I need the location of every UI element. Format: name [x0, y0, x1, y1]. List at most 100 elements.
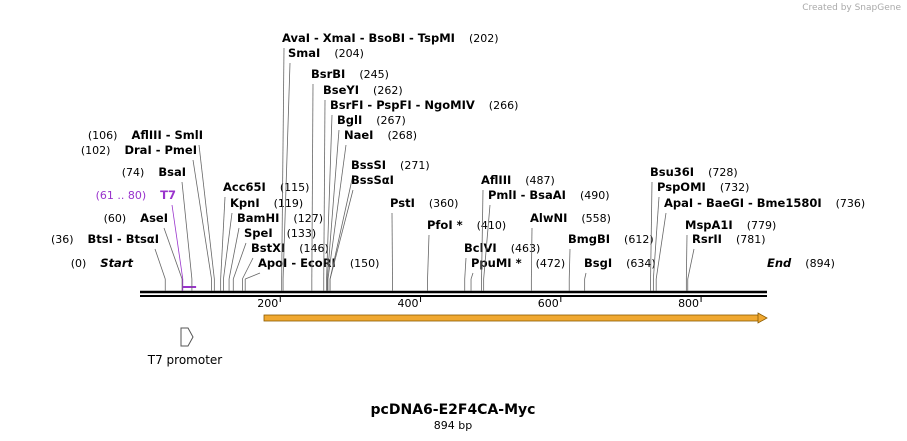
site-name: BsgI: [584, 256, 612, 270]
site-position: (266): [489, 99, 519, 112]
site-line: [427, 234, 430, 280]
site-position: (262): [373, 84, 403, 97]
site-name: PspOMI: [657, 180, 706, 194]
site-position: (612): [624, 233, 654, 246]
site-line: [232, 242, 247, 280]
site-position: (894): [805, 257, 835, 270]
ruler-label: 800: [678, 297, 699, 310]
site-name: BclVI: [464, 241, 497, 255]
site-name: SpeI: [244, 226, 273, 240]
site-name: Acc65I: [223, 180, 266, 194]
site-line: [483, 204, 491, 280]
site-line: [685, 234, 688, 280]
site-position: (410): [477, 219, 507, 232]
site-line: [192, 159, 212, 280]
site-name: BsaI: [158, 165, 186, 179]
site-line: [154, 248, 166, 280]
site-line: [282, 62, 291, 280]
site-name: BglI: [337, 113, 362, 127]
site-position: (732): [720, 181, 750, 194]
site-line: [687, 248, 695, 280]
site-name: ApaI - BaeGI - Bme1580I: [664, 196, 822, 210]
site-position: (150): [350, 257, 380, 270]
site-position: (487): [525, 174, 555, 187]
site-line: [223, 212, 233, 280]
site-position: (360): [429, 197, 459, 210]
site-line: [171, 204, 184, 280]
site-name: RsrII: [692, 232, 722, 246]
site-name: BtsI - BtsαI: [88, 232, 159, 246]
site-position: (61 .. 80): [96, 189, 147, 202]
site-position: (115): [280, 181, 310, 194]
map-title: pcDNA6-E2F4CA-Myc: [371, 402, 536, 418]
site-name: BssSαI: [351, 173, 394, 187]
site-line: [329, 174, 354, 280]
ruler-label: 600: [538, 297, 559, 310]
site-name: AlwNI: [530, 211, 567, 225]
site-position: (558): [581, 212, 611, 225]
site-line: [323, 99, 326, 280]
feature-label: T7 promoter: [147, 353, 223, 367]
site-line: [652, 196, 660, 280]
credit: Created by SnapGene: [802, 3, 901, 13]
site-name: BstXI: [251, 241, 285, 255]
site-line: [311, 83, 314, 280]
site-position: (271): [400, 159, 430, 172]
site-position: (267): [376, 114, 406, 127]
site-name: BssSI: [351, 158, 386, 172]
site-line: [530, 227, 533, 280]
site-position: (634): [626, 257, 656, 270]
site-name: KpnI: [230, 196, 260, 210]
site-name: T7: [160, 188, 176, 202]
site-position: (736): [836, 197, 866, 210]
site-line: [181, 181, 193, 280]
site-name: ApoI - EcoRI: [258, 256, 336, 270]
site-line: [329, 189, 354, 280]
site-position: (204): [334, 47, 364, 60]
site-name: AflIII: [481, 173, 511, 187]
site-line: [655, 212, 667, 280]
site-line: [326, 114, 333, 280]
site-name: BsrFI - PspFI - NgoMIV: [330, 98, 475, 112]
site-name: PstI: [390, 196, 415, 210]
site-line: [464, 257, 467, 280]
site-position: (36): [51, 233, 74, 246]
site-name: BseYI: [323, 83, 359, 97]
site-name: AflIII - SmlI: [131, 128, 203, 142]
site-name: SmaI: [288, 46, 320, 60]
site-line: [470, 272, 474, 280]
site-line: [481, 189, 484, 280]
site-name: End: [767, 256, 792, 270]
site-position: (728): [708, 166, 738, 179]
site-name: DraI - PmeI: [124, 143, 197, 157]
site-line: [163, 227, 183, 280]
site-line: [650, 181, 653, 280]
site-line: [228, 227, 240, 280]
site-name: NaeI: [344, 128, 373, 142]
site-name: BamHI: [237, 211, 279, 225]
site-position: (781): [736, 233, 766, 246]
site-name: AseI: [140, 211, 168, 225]
map-length: 894 bp: [434, 419, 472, 432]
site-line: [281, 47, 285, 280]
site-name: PfoI *: [427, 218, 463, 232]
site-name: MspA1I: [685, 218, 733, 232]
site-position: (106): [88, 129, 118, 142]
site-position: (60): [104, 212, 127, 225]
site-name: BsrBI: [311, 67, 345, 81]
site-position: (0): [71, 257, 87, 270]
site-name: AvaI - XmaI - BsoBI - TspMI: [282, 31, 455, 45]
site-position: (268): [387, 129, 417, 142]
site-line: [327, 144, 347, 280]
site-name: BmgBI: [568, 232, 610, 246]
site-line: [198, 144, 215, 280]
site-position: (490): [580, 189, 610, 202]
site-line: [568, 248, 571, 280]
site-line: [584, 272, 587, 280]
site-line: [245, 272, 261, 280]
site-position: (133): [287, 227, 317, 240]
site-position: (119): [274, 197, 304, 210]
site-position: (779): [747, 219, 777, 232]
site-name: Bsu36I: [650, 165, 694, 179]
